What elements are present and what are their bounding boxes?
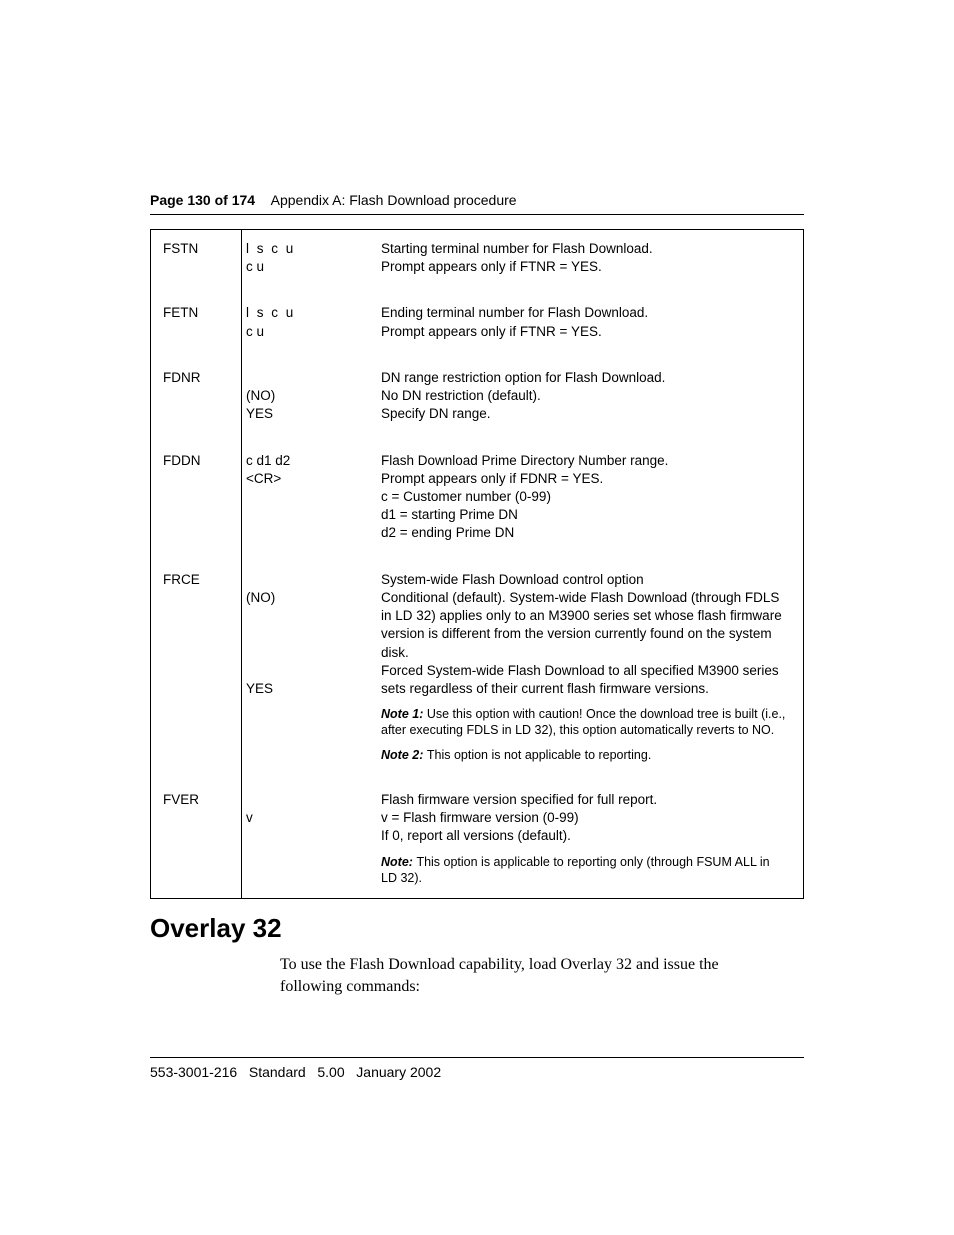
page-number: Page 130 of 174 <box>150 192 255 208</box>
input-cell: (NO) YES <box>241 359 377 442</box>
prompt-cell: FDDN <box>151 442 241 561</box>
note: Note: This option is applicable to repor… <box>381 854 789 887</box>
section-body: To use the Flash Download capability, lo… <box>280 954 784 997</box>
input-cell: l s c u c u <box>241 230 377 294</box>
section-heading: Overlay 32 <box>150 913 804 944</box>
table-row: FSTN l s c u c u Starting terminal numbe… <box>151 230 803 294</box>
prompt-cell: FVER <box>151 781 241 898</box>
page-header: Page 130 of 174 Appendix A: Flash Downlo… <box>150 192 804 215</box>
footer-doc: 553-3001-216 <box>150 1064 237 1080</box>
page-footer: 553-3001-216 Standard 5.00 January 2002 <box>150 1057 804 1080</box>
footer-std: Standard <box>249 1064 306 1080</box>
input-cell: c d1 d2 <CR> <box>241 442 377 561</box>
footer-date: January 2002 <box>356 1064 441 1080</box>
note: Note 2: This option is not applicable to… <box>381 747 789 763</box>
input-cell: l s c u c u <box>241 294 377 358</box>
desc-cell: Flash firmware version specified for ful… <box>377 781 803 898</box>
footer-ver: 5.00 <box>317 1064 344 1080</box>
prompt-table: FSTN l s c u c u Starting terminal numbe… <box>150 229 804 899</box>
input-cell: v <box>241 781 377 898</box>
table-row: FETN l s c u c u Ending terminal number … <box>151 294 803 358</box>
desc-cell: Starting terminal number for Flash Downl… <box>377 230 803 294</box>
prompt-cell: FRCE <box>151 561 241 781</box>
prompt-cell: FETN <box>151 294 241 358</box>
desc-cell: Flash Download Prime Directory Number ra… <box>377 442 803 561</box>
prompt-cell: FDNR <box>151 359 241 442</box>
input-cell: (NO) YES <box>241 561 377 781</box>
note: Note 1: Use this option with caution! On… <box>381 706 789 739</box>
desc-cell: DN range restriction option for Flash Do… <box>377 359 803 442</box>
desc-cell: Ending terminal number for Flash Downloa… <box>377 294 803 358</box>
table-row: FRCE (NO) YES System-wide Flash Download… <box>151 561 803 781</box>
table-row: FDNR (NO) YES DN range restriction optio… <box>151 359 803 442</box>
desc-cell: System-wide Flash Download control optio… <box>377 561 803 781</box>
prompt-cell: FSTN <box>151 230 241 294</box>
table-row: FDDN c d1 d2 <CR> Flash Download Prime D… <box>151 442 803 561</box>
table-row: FVER v Flash firmware version specified … <box>151 781 803 898</box>
header-title: Appendix A: Flash Download procedure <box>271 192 517 208</box>
